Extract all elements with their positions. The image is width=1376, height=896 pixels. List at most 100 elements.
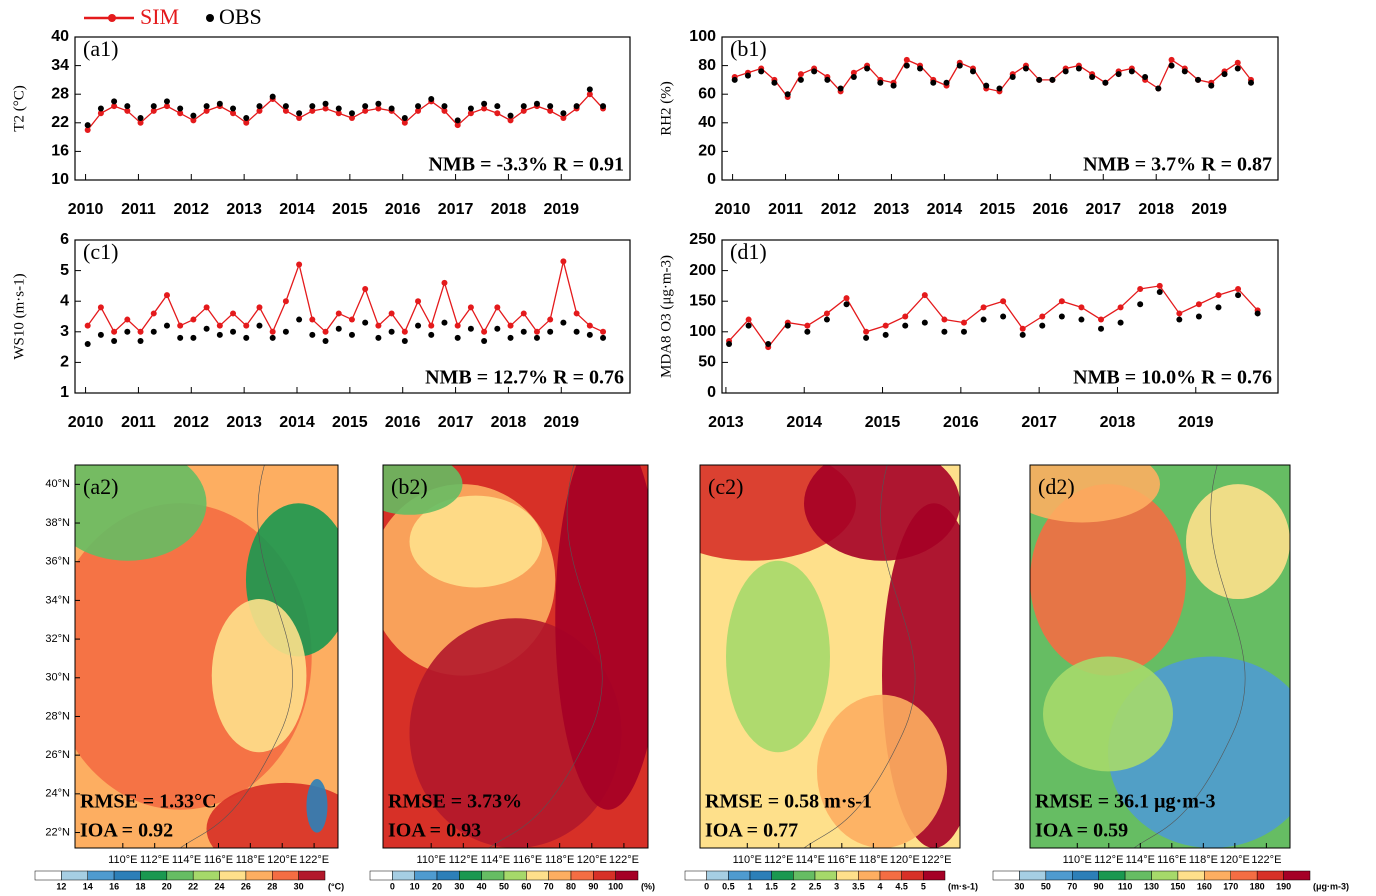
data-point	[216, 322, 223, 329]
data-point	[811, 68, 818, 75]
data-point	[863, 334, 870, 341]
y-axis-label: MDA8 O3 (μg·m-3)	[658, 255, 674, 378]
data-point	[190, 334, 197, 341]
data-point	[401, 328, 408, 335]
data-point	[943, 79, 950, 86]
data-point	[731, 76, 738, 83]
colorbar-label: 0	[390, 881, 395, 891]
data-point	[375, 322, 382, 329]
data-point	[494, 103, 501, 110]
x-tick-label: 2010	[68, 201, 104, 218]
x-tick-label: 122°E	[299, 854, 329, 866]
map-region	[1030, 484, 1186, 676]
data-point	[177, 322, 184, 329]
data-point	[921, 319, 928, 326]
colorbar-box	[1019, 870, 1047, 881]
map-region	[383, 465, 463, 515]
colorbar-label: 4.5	[895, 881, 908, 891]
x-tick-label: 118°E	[236, 854, 265, 866]
x-tick-label: 116°E	[827, 854, 856, 866]
data-point	[441, 279, 448, 286]
colorbar-box	[503, 870, 527, 881]
colorbar-label: 80	[566, 881, 576, 891]
data-point	[507, 117, 514, 124]
data-point	[1128, 68, 1135, 75]
y-tick-label: 38°N	[45, 517, 70, 529]
colorbar-label: 1.5	[765, 881, 778, 891]
data-point	[137, 119, 144, 126]
colorbar-box	[570, 870, 594, 881]
y-tick-label: 34°N	[45, 594, 70, 606]
data-point	[547, 107, 554, 114]
data-point	[586, 331, 593, 338]
colorbar-label: 18	[135, 881, 145, 891]
y-tick-label: 6	[60, 231, 69, 248]
annotation: RMSE = 36.1 μg·m-3	[1035, 791, 1216, 813]
x-tick-label: 2011	[768, 201, 803, 218]
data-point	[1234, 65, 1241, 72]
colorbar-box	[992, 870, 1020, 881]
x-tick-label: 120°E	[890, 854, 920, 866]
colorbar-label: 0	[704, 881, 709, 891]
data-point	[863, 328, 870, 335]
x-tick-label: 2017	[1085, 201, 1121, 218]
data-point	[902, 322, 909, 329]
data-point	[1062, 68, 1069, 75]
data-point	[415, 103, 422, 110]
data-point	[1000, 313, 1007, 320]
y-tick-label: 28	[51, 85, 69, 102]
x-tick-label: 2019	[543, 201, 579, 218]
data-point	[282, 103, 289, 110]
colorbar-box	[1230, 870, 1258, 881]
y-tick-label: 10	[51, 171, 69, 188]
colorbar-label: 190	[1276, 881, 1291, 891]
y-tick-label: 200	[689, 262, 716, 279]
data-point	[533, 100, 540, 107]
colorbar-label: 90	[588, 881, 598, 891]
y-tick-label: 150	[689, 292, 716, 309]
colorbar-label: 2	[791, 881, 796, 891]
annotation: NMB = 12.7% R = 0.76	[425, 367, 624, 389]
x-tick-label: 2017	[1021, 414, 1057, 431]
data-point	[560, 319, 567, 326]
y-tick-label: 16	[51, 143, 69, 160]
y-tick-label: 0	[707, 384, 716, 401]
data-point	[823, 310, 830, 317]
panel-label: (d1)	[730, 239, 767, 264]
map-region	[211, 599, 307, 753]
x-tick-label: 112°E	[764, 854, 793, 866]
data-point	[124, 107, 131, 114]
colorbar-box	[526, 870, 549, 881]
data-point	[494, 304, 501, 311]
data-point	[216, 331, 223, 338]
colorbar-box	[140, 870, 168, 881]
data-point	[533, 334, 540, 341]
data-point	[230, 110, 237, 117]
data-point	[520, 107, 527, 114]
x-tick-label: 112°E	[140, 854, 169, 866]
data-point	[1195, 313, 1202, 320]
colorbar-box	[272, 870, 299, 881]
map-field	[383, 465, 648, 848]
data-point	[917, 65, 924, 72]
data-point	[573, 310, 580, 317]
colorbar-unit: (μg·m-3)	[1313, 881, 1349, 891]
data-point	[163, 292, 170, 299]
data-point	[960, 328, 967, 335]
data-point	[547, 103, 554, 110]
data-point	[877, 79, 884, 86]
y-tick-label: 250	[689, 231, 716, 248]
data-point	[573, 328, 580, 335]
colorbar-box	[392, 870, 415, 881]
data-point	[1235, 285, 1242, 292]
map-region	[409, 495, 542, 588]
x-tick-label: 2018	[1138, 201, 1174, 218]
colorbar-label: 28	[267, 881, 277, 891]
data-point	[137, 115, 144, 122]
data-point	[1168, 62, 1175, 69]
colorbar-box	[793, 870, 816, 881]
data-point	[401, 337, 408, 344]
colorbar-box	[34, 870, 62, 881]
data-point	[1115, 71, 1122, 78]
data-point	[1058, 298, 1065, 305]
